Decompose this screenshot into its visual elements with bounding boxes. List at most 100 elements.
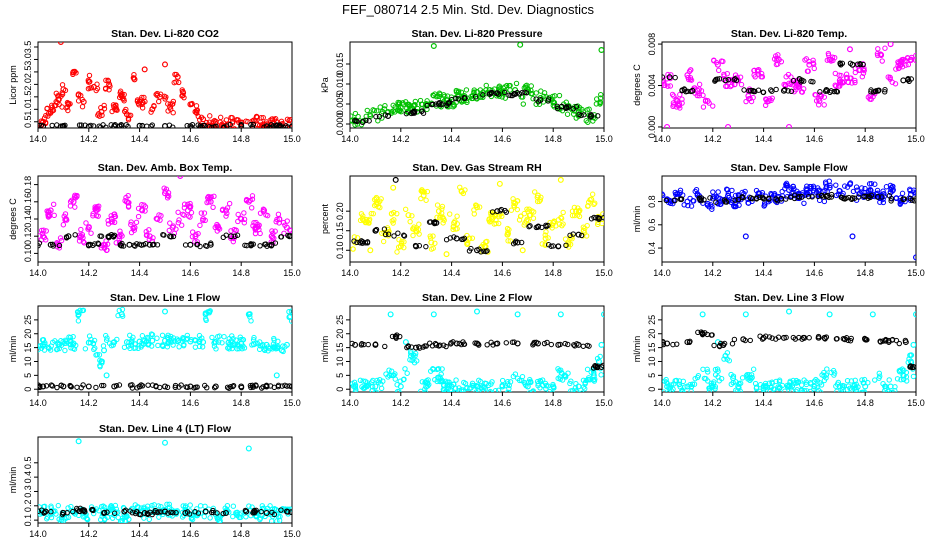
data-point — [103, 77, 109, 84]
data-point — [121, 508, 128, 515]
y-tick-label: 0.1 — [23, 514, 33, 527]
data-point — [82, 346, 89, 352]
data-point — [373, 194, 380, 201]
data-point — [570, 106, 577, 112]
x-tick-label: 14.0 — [341, 398, 359, 408]
data-point — [581, 112, 587, 118]
data-point — [139, 333, 146, 339]
data-point — [56, 242, 63, 249]
data-point — [900, 376, 907, 383]
data-point — [396, 99, 403, 106]
data-point — [80, 307, 87, 314]
data-point — [587, 197, 593, 203]
data-point — [504, 232, 511, 238]
data-point — [830, 57, 836, 64]
data-point — [732, 200, 738, 207]
data-point — [77, 307, 83, 314]
data-point — [514, 311, 521, 318]
data-point — [207, 308, 213, 314]
data-point — [883, 385, 889, 391]
x-tick-label: 14.4 — [443, 398, 461, 408]
data-point — [88, 122, 94, 128]
data-point — [666, 390, 672, 392]
data-point — [350, 381, 356, 387]
data-point — [110, 339, 116, 346]
data-point — [228, 114, 234, 121]
y-axis-label: ml/min — [8, 336, 18, 363]
data-point — [203, 310, 209, 316]
data-point — [907, 187, 913, 194]
data-point — [670, 103, 676, 109]
data-point — [860, 380, 866, 386]
data-point — [507, 379, 514, 385]
data-point — [882, 87, 888, 93]
data-point — [521, 379, 528, 386]
data-point — [73, 70, 79, 76]
data-point — [716, 343, 723, 349]
data-point — [106, 234, 112, 241]
y-tick-label: 5 — [23, 373, 33, 378]
data-point — [272, 228, 278, 234]
data-point — [711, 57, 717, 63]
data-point — [350, 246, 356, 252]
data-point — [401, 233, 408, 239]
data-point — [592, 200, 598, 206]
data-point — [833, 192, 840, 199]
y-axis-label: Licor ppm — [8, 65, 18, 105]
data-point — [529, 90, 535, 97]
data-point — [95, 110, 102, 117]
data-point — [585, 375, 592, 381]
data-point — [843, 335, 850, 341]
data-point — [525, 217, 531, 224]
data-point — [286, 308, 292, 315]
data-point — [38, 384, 42, 390]
data-point — [394, 382, 400, 388]
y-tick-label: 0.005 — [335, 93, 345, 116]
data-point — [46, 345, 52, 352]
data-point — [831, 88, 838, 95]
data-point — [886, 193, 893, 199]
data-point — [544, 339, 550, 346]
data-point — [410, 355, 416, 361]
data-point — [858, 389, 865, 392]
data-point — [401, 232, 407, 238]
data-point — [252, 225, 258, 232]
data-point — [93, 212, 100, 219]
data-point — [575, 205, 581, 211]
data-point — [102, 85, 109, 92]
data-point — [257, 125, 264, 128]
data-point — [432, 240, 438, 246]
data-point — [730, 373, 737, 379]
data-point — [427, 235, 434, 241]
data-point — [170, 110, 176, 116]
data-point — [271, 384, 278, 391]
data-point — [442, 93, 448, 100]
data-point — [561, 372, 568, 378]
data-point — [496, 213, 502, 220]
data-point — [721, 356, 727, 362]
data-point — [366, 216, 373, 223]
data-point — [189, 100, 195, 107]
data-point — [591, 214, 597, 221]
data-point — [760, 89, 767, 96]
data-point — [688, 388, 694, 392]
data-point — [86, 224, 92, 230]
data-point — [681, 202, 687, 208]
data-point — [272, 240, 279, 246]
data-point — [200, 217, 206, 224]
x-tick-label: 14.4 — [443, 134, 461, 144]
data-point — [209, 334, 215, 341]
data-point — [726, 358, 732, 364]
data-point — [248, 241, 254, 247]
data-point — [370, 107, 376, 113]
data-point — [896, 340, 902, 347]
data-point — [819, 372, 825, 378]
data-point — [707, 195, 713, 201]
data-point — [38, 508, 42, 514]
x-tick-label: 15.0 — [595, 398, 613, 408]
data-point — [217, 119, 223, 125]
points-group — [350, 42, 604, 128]
data-point — [392, 371, 398, 377]
data-point — [77, 505, 83, 512]
data-point — [435, 93, 441, 99]
